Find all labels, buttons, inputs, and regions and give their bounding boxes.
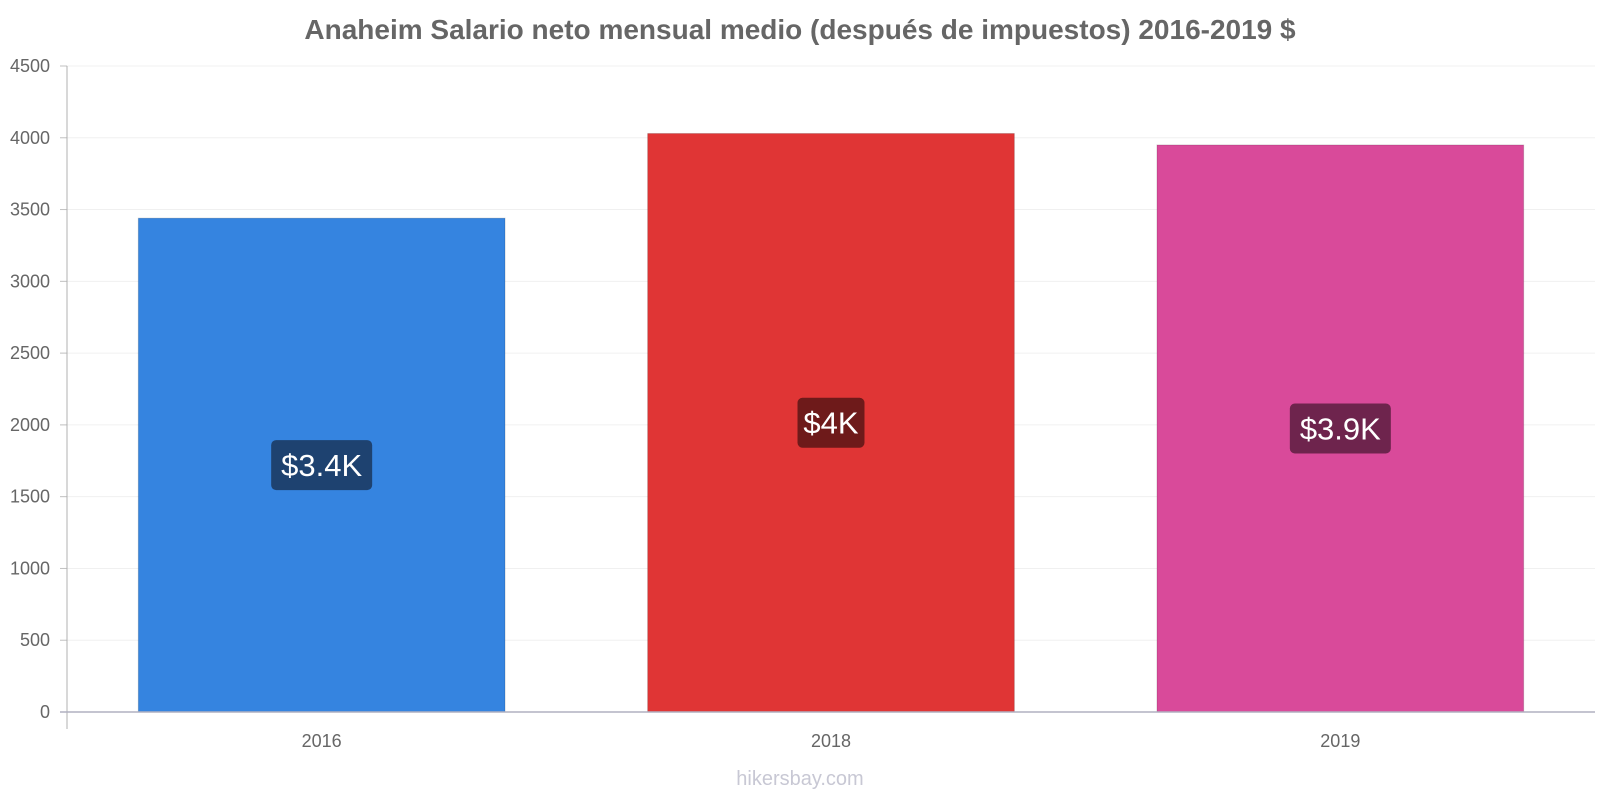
data-label-background [797, 397, 865, 448]
x-tick-label: 2019 [1320, 731, 1360, 751]
axes: 0 500 1000 1500 2000 2500 3000 3500 4000 4500 2016… [10, 56, 1595, 751]
chart-title: Anaheim Salario neto mensual medio (desp… [304, 14, 1296, 45]
y-tick-label: 4500 [10, 56, 50, 76]
y-tick-label: 1500 [10, 487, 50, 507]
y-tick-label: 3500 [10, 200, 50, 220]
data-label: $3.4K [281, 448, 362, 483]
y-tick-label: 2500 [10, 343, 50, 363]
y-tick-label: 500 [20, 630, 50, 650]
data-label: $3.9K [1300, 411, 1381, 446]
y-tick-label: 4000 [10, 128, 50, 148]
bar-2019[interactable] [1156, 144, 1525, 713]
data-label: $4K [803, 406, 858, 441]
data-labels: $3.4K $4K $3.9K [271, 397, 1391, 491]
y-tick-label: 0 [40, 702, 50, 722]
x-tick-label: 2018 [811, 731, 851, 751]
x-tick-label: 2016 [302, 731, 342, 751]
y-tick-label: 1000 [10, 558, 50, 578]
watermark: hikersbay.com [736, 768, 864, 790]
data-label-background [1289, 403, 1391, 454]
data-label-background [271, 440, 373, 491]
y-tick-label: 2000 [10, 415, 50, 435]
y-tick-label: 3000 [10, 271, 50, 291]
